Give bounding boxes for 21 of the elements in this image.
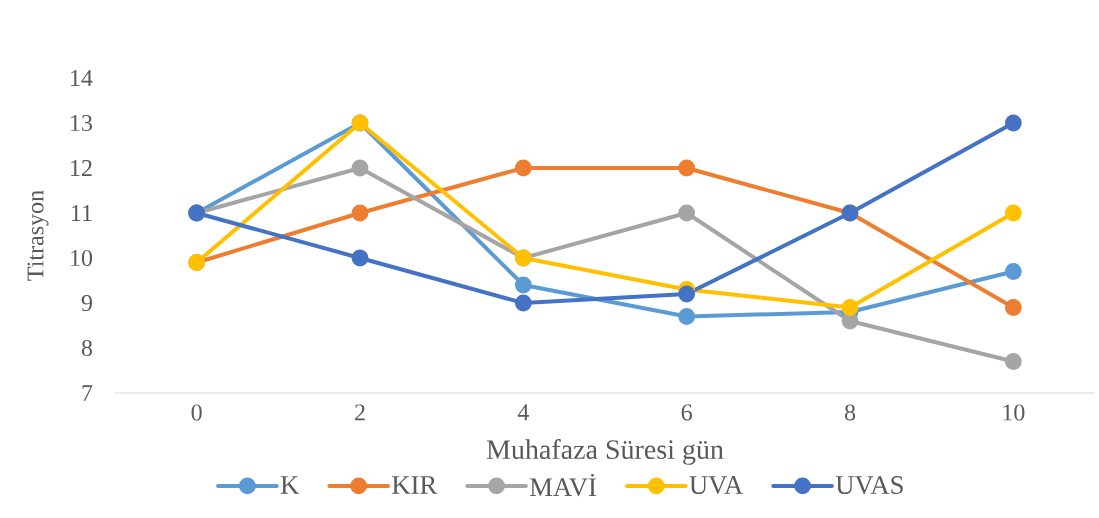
x-tick-label: 8: [844, 404, 856, 421]
y-tick-label: 14: [71, 70, 93, 86]
legend-label: MAVİ: [530, 473, 596, 497]
y-tick-label: 9: [81, 294, 92, 312]
y-tick-label: 10: [71, 249, 93, 267]
y-tick-label: 8: [81, 339, 93, 357]
x-tick-label: 2: [355, 404, 365, 421]
y-tick-label: 7: [82, 385, 93, 401]
x-tick-label: 4: [517, 404, 529, 421]
y-axis-title: Titrasyon: [27, 190, 49, 281]
legend-label: UVA: [689, 476, 744, 495]
x-tick-label: 0: [191, 404, 202, 421]
y-tick-label: 11: [71, 205, 92, 221]
legend-label: K: [280, 476, 300, 494]
legend-label: UVAS: [835, 476, 903, 495]
x-tick-label: 6: [681, 404, 692, 421]
y-tick-label: 13: [71, 114, 93, 132]
y-tick-label: 12: [71, 160, 92, 176]
x-tick-label: 10: [1003, 404, 1025, 421]
x-axis-title: Muhafaza Süresi gün: [486, 439, 724, 465]
legend-label: KIR: [392, 476, 438, 494]
